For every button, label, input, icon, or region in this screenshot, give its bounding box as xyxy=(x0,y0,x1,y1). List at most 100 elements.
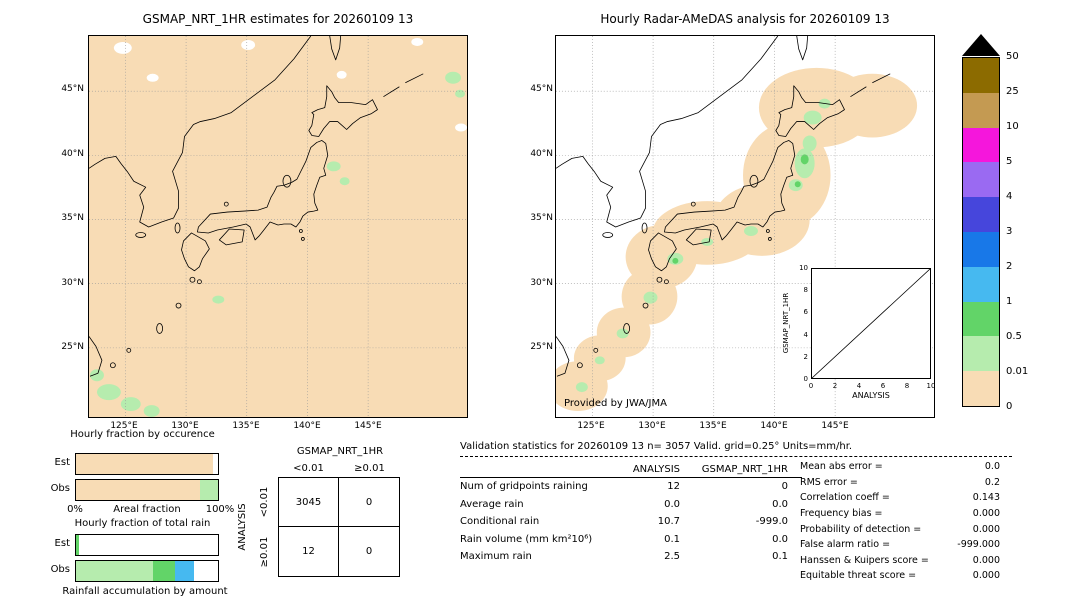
occurrence-x-min: 0% xyxy=(67,504,83,515)
gsmap-map-panel xyxy=(88,35,468,418)
totalrain-est-label: Est xyxy=(54,538,70,549)
metric-label: Correlation coeff = xyxy=(800,492,890,504)
lon-tick: 135°E xyxy=(699,421,727,431)
totalrain-xlabel: Rainfall accumulation by amount xyxy=(62,586,228,597)
contingency-title: GSMAP_NRT_1HR xyxy=(296,446,384,457)
contingency-cell: 3045 xyxy=(279,478,339,527)
scatter-inset xyxy=(811,268,931,379)
metric-row: RMS error = 0.2 xyxy=(800,475,1000,491)
metric-value: 0.000 xyxy=(972,554,1000,566)
bar-segment xyxy=(76,454,214,474)
inset-y-tick: 0 xyxy=(803,375,808,383)
stats-metrics: Mean abs error = 0.0 RMS error = 0.2 Corre… xyxy=(800,459,1000,584)
inset-x-tick: 2 xyxy=(832,382,838,390)
lat-tick: 45°N xyxy=(530,84,553,94)
metric-row: Equitable threat score = 0.000 xyxy=(800,568,1000,584)
stats-row-gsmap-value: -999.0 xyxy=(755,516,788,528)
colorbar-segment xyxy=(963,266,999,302)
colorbar-segment xyxy=(963,301,999,337)
stats-row-analysis-value: 2.5 xyxy=(664,551,680,563)
occurrence-obs-bar xyxy=(75,479,219,501)
lon-tick: 125°E xyxy=(577,421,605,431)
inset-y-tick: 10 xyxy=(799,264,808,272)
colorbar-label: 1 xyxy=(1006,296,1013,307)
metric-value: -999.000 xyxy=(957,539,1000,551)
radar-map-canvas xyxy=(556,36,934,417)
inset-y-tick: 4 xyxy=(803,331,808,339)
bar-segment xyxy=(76,480,200,500)
colorbar-segment xyxy=(963,336,999,372)
contingency-y-axis-label: ANALYSIS xyxy=(237,503,248,551)
colorbar-label: 0 xyxy=(1006,401,1013,412)
totalrain-obs-bar xyxy=(75,560,219,582)
metric-label: Frequency bias = xyxy=(800,508,883,520)
metric-value: 0.000 xyxy=(972,508,1000,520)
colorbar-label: 5 xyxy=(1006,156,1013,167)
lat-tick: 40°N xyxy=(530,149,553,159)
metric-value: 0.143 xyxy=(972,492,1000,504)
metric-row: Frequency bias = 0.000 xyxy=(800,506,1000,522)
metric-label: False alarm ratio = xyxy=(800,539,891,551)
contingency-cell: 12 xyxy=(279,527,339,576)
stats-row-label: Rain volume (mm km²10⁶) xyxy=(460,533,593,545)
gsmap-map-title: GSMAP_NRT_1HR estimates for 20260109 13 xyxy=(142,12,414,26)
contingency-cell: 0 xyxy=(339,478,399,527)
bar-segment xyxy=(76,561,153,581)
occurrence-est-bar xyxy=(75,453,219,475)
occurrence-xlabel: Areal fraction xyxy=(113,504,181,515)
totalrain-est-bar xyxy=(75,534,219,556)
stats-row-analysis-value: 0.1 xyxy=(664,533,680,545)
stats-row-label: Num of gridpoints raining xyxy=(460,481,588,493)
no-data-patches xyxy=(113,37,467,132)
lat-tick: 40°N xyxy=(61,149,84,159)
stats-row: Rain volume (mm km²10⁶) 0.1 0.0 xyxy=(460,531,802,549)
lon-tick: 130°E xyxy=(171,421,199,431)
moderate-rain-patches xyxy=(672,154,809,264)
stats-row-gsmap-value: 0.0 xyxy=(772,533,788,545)
lat-tick: 30°N xyxy=(61,278,84,288)
stats-row: Maximum rain 2.5 0.1 xyxy=(460,548,802,566)
colorbar-segment xyxy=(963,231,999,267)
colorbar-overflow-triangle xyxy=(962,34,1000,56)
bar-segment xyxy=(152,561,176,581)
inset-x-tick: 6 xyxy=(880,382,886,390)
metric-label: Mean abs error = xyxy=(800,461,883,473)
occurrence-chart-title: Hourly fraction by occurence xyxy=(70,429,215,440)
metric-row: Correlation coeff = 0.143 xyxy=(800,490,1000,506)
stats-row-label: Average rain xyxy=(460,498,524,510)
stats-table-header-row: ANALYSIS GSMAP_NRT_1HR xyxy=(460,461,802,478)
colorbar-segment xyxy=(963,92,999,128)
bar-segment xyxy=(199,480,218,500)
lon-tick: 135°E xyxy=(232,421,260,431)
lon-tick: 140°E xyxy=(760,421,788,431)
metric-value: 0.0 xyxy=(984,461,1000,473)
contingency-col-header: <0.01 xyxy=(293,463,324,474)
bar-segment xyxy=(175,561,194,581)
colorbar-segment xyxy=(963,197,999,232)
colorbar-label: 50 xyxy=(1006,51,1019,62)
colorbar-segment xyxy=(963,371,999,406)
stats-row-gsmap-value: 0 xyxy=(781,481,788,493)
metric-label: Equitable threat score = xyxy=(800,570,917,582)
inset-x-tick: 10 xyxy=(926,382,936,390)
inset-y-tick: 2 xyxy=(803,353,808,361)
colorbar-segment xyxy=(963,162,999,198)
stats-col-gsmap: GSMAP_NRT_1HR xyxy=(701,463,788,475)
lon-tick: 140°E xyxy=(293,421,321,431)
credit-text: Provided by JWA/JMA xyxy=(564,398,667,409)
stats-header: Validation statistics for 20260109 13 n=… xyxy=(460,441,853,452)
lon-tick: 125°E xyxy=(110,421,138,431)
inset-x-tick: 4 xyxy=(856,382,862,390)
contingency-cell: 0 xyxy=(365,546,373,557)
colorbar xyxy=(962,57,1000,407)
stats-col-analysis: ANALYSIS xyxy=(632,463,680,475)
occurrence-obs-label: Obs xyxy=(50,483,70,494)
occurrence-x-max: 100% xyxy=(205,504,235,515)
colorbar-label: 4 xyxy=(1006,191,1013,202)
metric-value: 0.000 xyxy=(972,570,1000,582)
metric-row: Mean abs error = 0.0 xyxy=(800,459,1000,475)
inset-y-tick: 6 xyxy=(803,308,808,316)
colorbar-label: 25 xyxy=(1006,86,1019,97)
lon-tick: 130°E xyxy=(638,421,666,431)
